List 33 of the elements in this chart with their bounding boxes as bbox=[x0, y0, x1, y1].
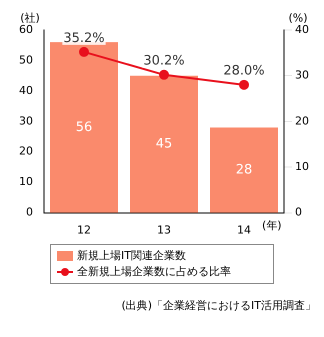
point bbox=[159, 70, 169, 80]
y2-tick-label: 0 bbox=[295, 206, 302, 219]
point bbox=[79, 46, 89, 57]
data-label: 45 bbox=[156, 136, 172, 152]
y2-axis-title: (%) bbox=[288, 11, 308, 24]
y-tick-label: 20 bbox=[18, 144, 33, 158]
y2-tick-label: 40 bbox=[295, 22, 310, 36]
data-label: 30.2% bbox=[143, 54, 185, 69]
x-axis-title: (年) bbox=[262, 219, 282, 232]
y2-tick-label: 30 bbox=[295, 68, 310, 82]
data-label: 28 bbox=[236, 162, 252, 178]
y-axis-title: (社) bbox=[20, 11, 40, 24]
data-label: 56 bbox=[76, 120, 92, 135]
y2-tick-label: 20 bbox=[295, 114, 310, 128]
y-tick-label: 40 bbox=[18, 84, 33, 97]
data-label: 28.0% bbox=[223, 64, 265, 79]
x-tick-label: 12 bbox=[77, 223, 91, 236]
point bbox=[239, 80, 249, 90]
bar bbox=[130, 76, 198, 213]
legend-label: 全新規上場企業数に占める比率 bbox=[77, 264, 231, 280]
y-tick-label: 30 bbox=[18, 114, 33, 128]
legend-label: 新規上場IT関連企業数 bbox=[77, 248, 186, 264]
y-tick-label: 10 bbox=[18, 175, 33, 188]
data-label: 35.2% bbox=[63, 30, 105, 46]
y-tick-label: 60 bbox=[18, 22, 33, 36]
bar bbox=[50, 42, 118, 213]
y2-tick-label: 10 bbox=[295, 160, 310, 173]
x-tick-label: 14 bbox=[237, 223, 251, 236]
y-tick-label: 0 bbox=[26, 206, 33, 219]
x-tick-label: 13 bbox=[157, 223, 171, 236]
bar bbox=[210, 127, 278, 213]
text: (出典)「企業経営におけるIT活用調査」 bbox=[120, 298, 316, 313]
y-tick-label: 50 bbox=[18, 53, 33, 66]
